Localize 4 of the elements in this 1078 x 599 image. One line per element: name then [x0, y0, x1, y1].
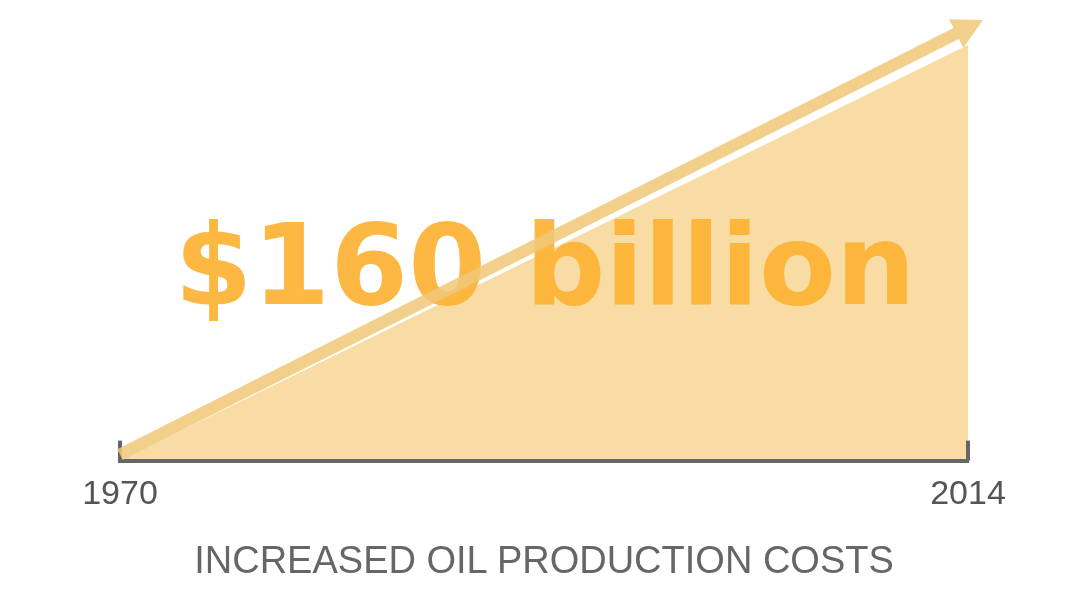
x-tick-label: 2014	[930, 473, 1006, 512]
x-axis-title: INCREASED OIL PRODUCTION COSTS	[194, 538, 894, 581]
annotation: $160 billion	[174, 200, 916, 331]
x-tick-label: 1970	[82, 473, 158, 512]
